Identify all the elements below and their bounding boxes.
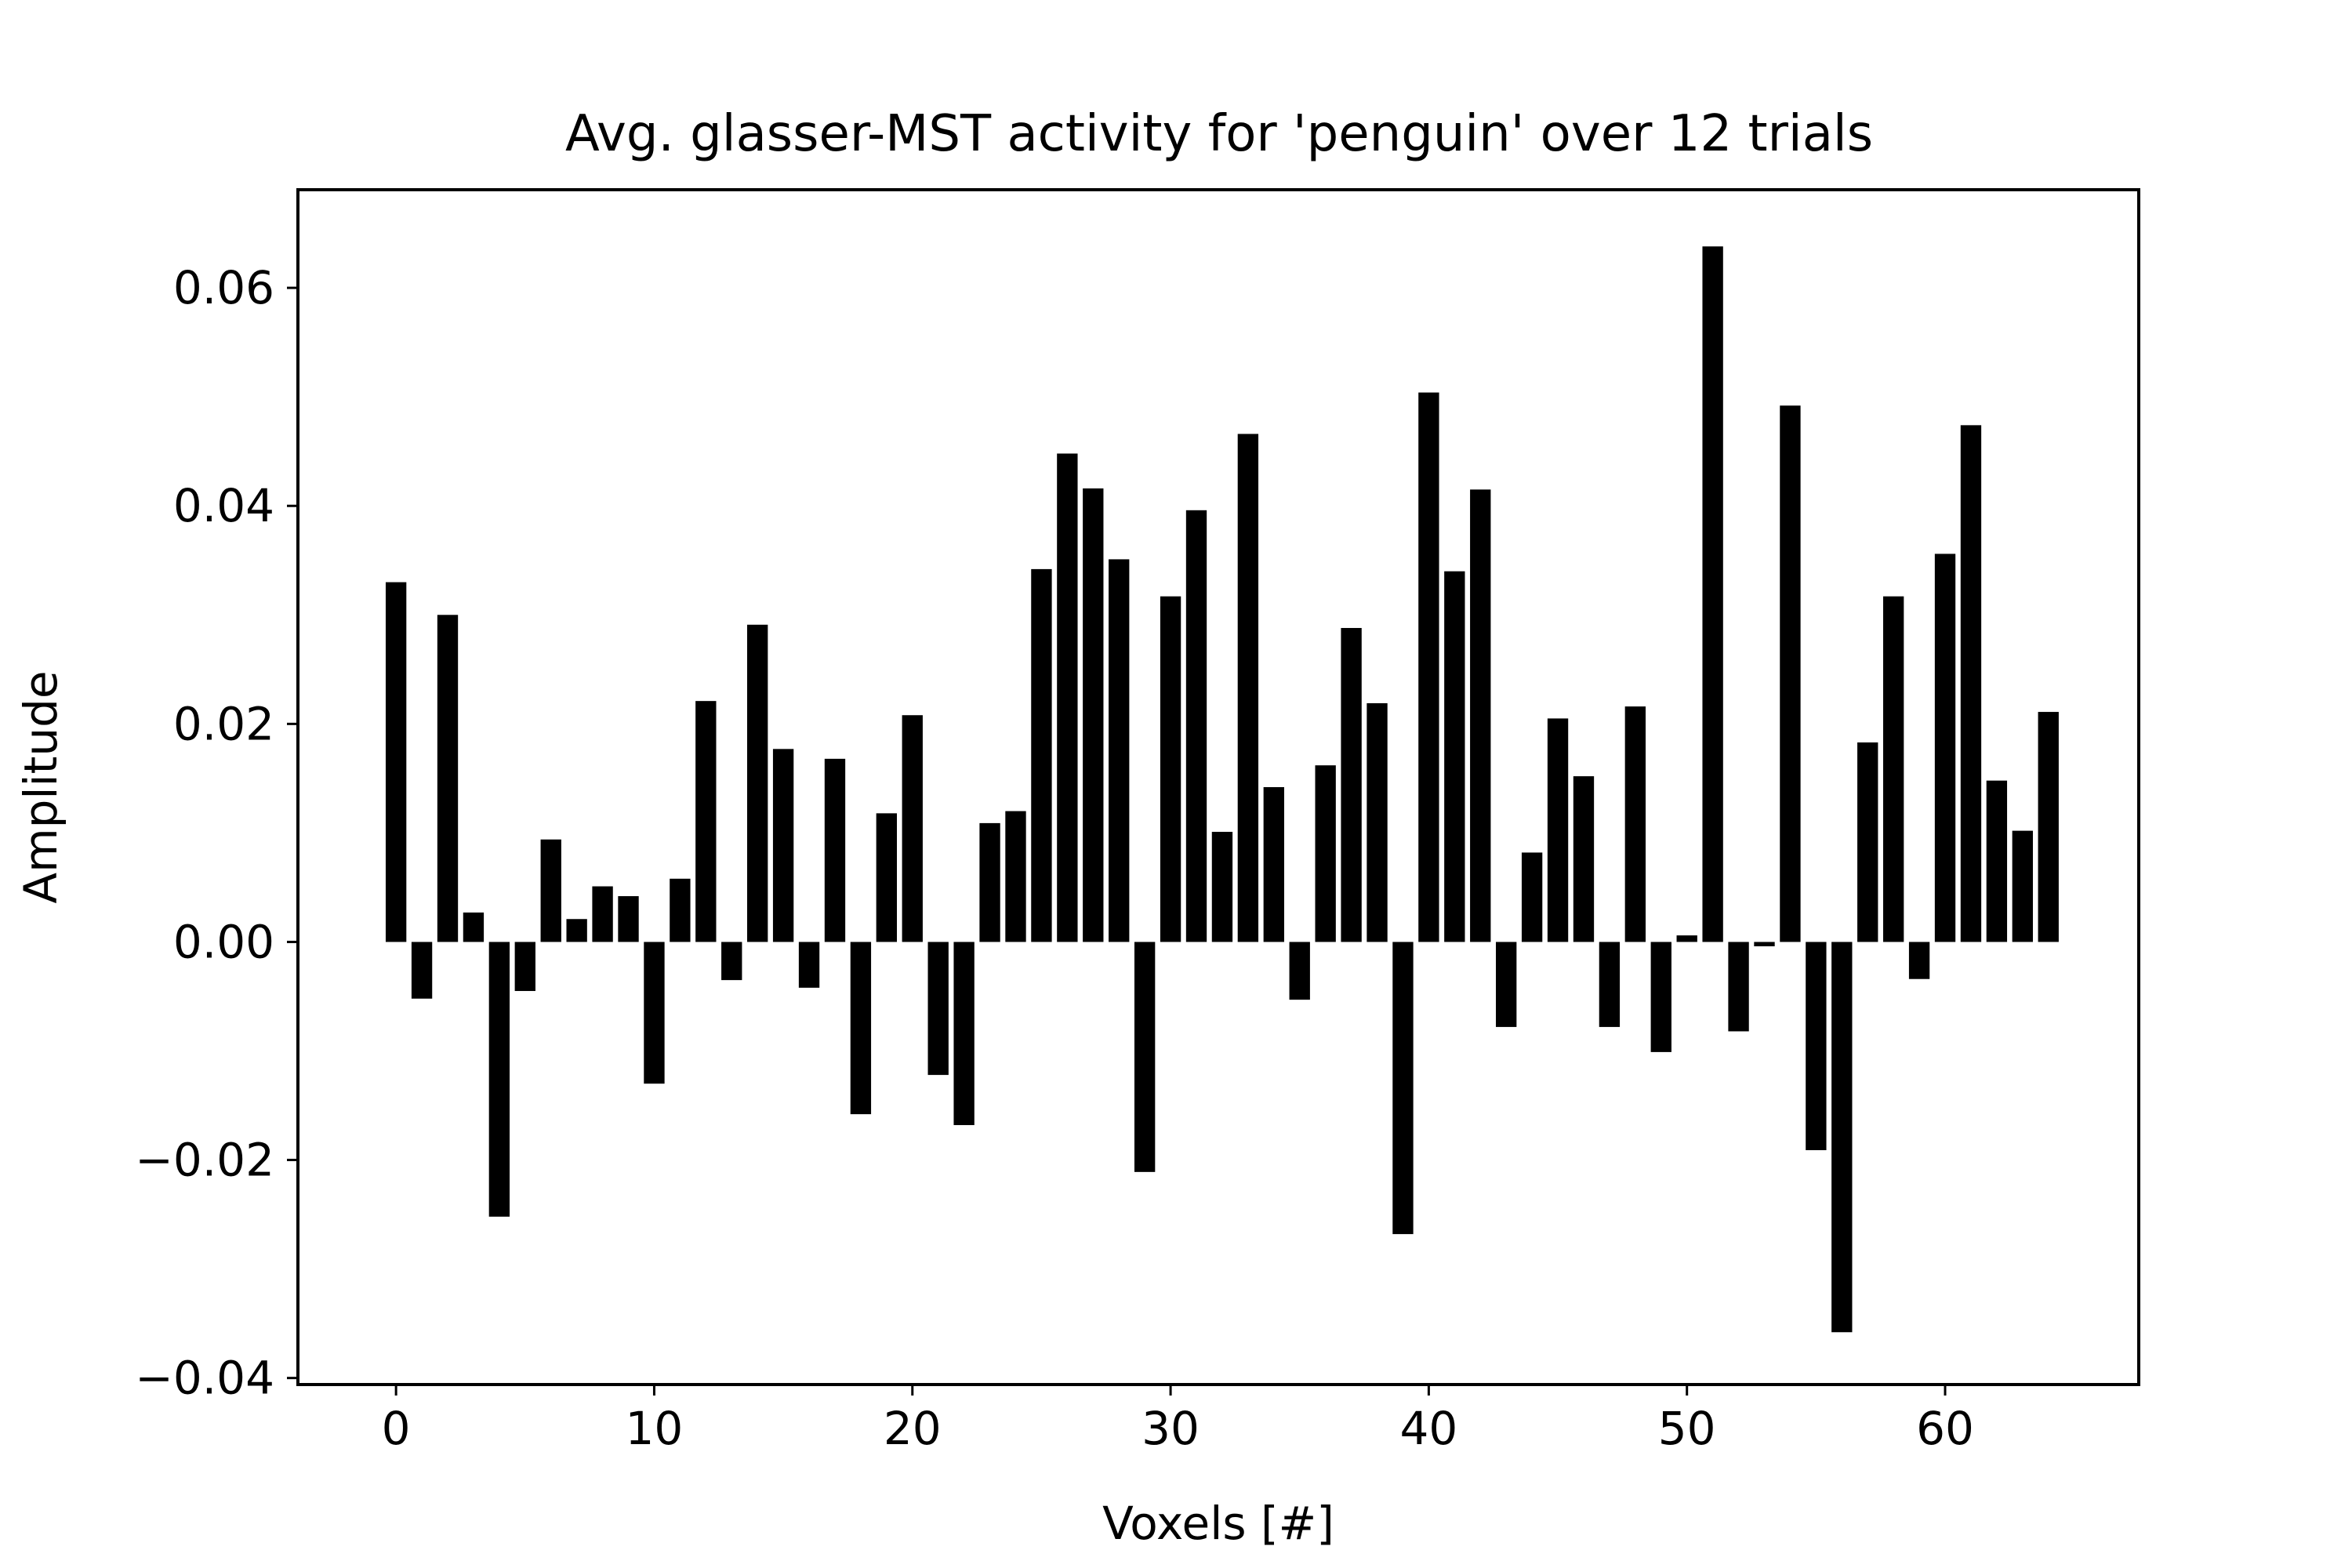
bar-voxel-41: [1444, 571, 1465, 942]
bar-voxel-47: [1599, 942, 1621, 1027]
bar-voxel-33: [1237, 434, 1259, 942]
plot-area-frame: [296, 188, 2140, 1386]
x-tick-label: 50: [1658, 1402, 1716, 1455]
y-tick-label: −0.02: [135, 1134, 274, 1187]
bar-voxel-1: [411, 942, 433, 999]
x-tick-label: 60: [1916, 1402, 1974, 1455]
bar-voxel-62: [1986, 780, 2008, 942]
bar-voxel-55: [1806, 942, 1827, 1151]
bar-voxel-12: [695, 701, 717, 942]
bar-voxel-2: [437, 615, 459, 942]
bar-voxel-0: [385, 582, 407, 942]
bar-voxel-13: [721, 942, 742, 981]
bar-voxel-37: [1341, 627, 1362, 942]
bar-voxel-56: [1831, 942, 1853, 1333]
x-tick-label: 40: [1399, 1402, 1457, 1455]
bar-voxel-51: [1702, 246, 1723, 942]
bar-voxel-18: [850, 942, 872, 1115]
bar-voxel-17: [824, 758, 846, 942]
y-tick-label: 0.06: [173, 261, 274, 314]
bar-voxel-53: [1754, 942, 1775, 947]
bar-voxel-34: [1263, 787, 1284, 942]
bar-voxel-16: [798, 942, 820, 988]
bar-voxel-10: [644, 942, 665, 1084]
y-axis-ticks: −0.04 −0.02 0.00 0.02 0.04 0.06: [135, 261, 298, 1405]
bar-voxel-60: [1934, 554, 1956, 942]
bar-voxel-42: [1470, 489, 1491, 942]
bar-voxel-15: [772, 749, 794, 942]
bar-voxel-63: [2012, 830, 2033, 942]
bar-voxel-61: [1960, 425, 1982, 942]
bar-voxel-11: [670, 878, 691, 942]
bar-voxel-14: [747, 624, 768, 942]
x-axis-label: Voxels [#]: [1102, 1497, 1334, 1550]
bar-voxel-28: [1109, 559, 1130, 942]
bar-voxel-50: [1676, 935, 1697, 942]
bar-voxel-32: [1211, 832, 1233, 942]
bar-voxel-8: [592, 886, 613, 942]
x-tick-label: 0: [382, 1402, 411, 1455]
bar-voxel-64: [2038, 712, 2059, 942]
bar-voxel-19: [876, 813, 898, 942]
bar-voxel-6: [540, 839, 561, 942]
bar-voxel-3: [463, 912, 485, 942]
bar-voxel-20: [902, 715, 923, 942]
bar-voxel-24: [1005, 811, 1026, 942]
bar-voxel-7: [566, 919, 587, 942]
bar-voxel-43: [1496, 942, 1517, 1027]
bar-voxel-45: [1547, 718, 1569, 942]
bar-voxel-44: [1521, 852, 1543, 942]
bar-voxel-39: [1392, 942, 1414, 1235]
bar-voxel-48: [1624, 706, 1646, 942]
bar-voxel-4: [488, 942, 510, 1217]
chart-title: Avg. glasser-MST activity for 'penguin' …: [565, 105, 1873, 163]
bar-voxel-59: [1908, 942, 1930, 979]
y-tick-label: 0.00: [173, 915, 274, 968]
x-axis-ticks: 0 10 20 30 40 50 60: [382, 1385, 1974, 1455]
bar-voxel-35: [1289, 942, 1310, 1000]
bar-voxel-31: [1185, 510, 1207, 942]
bar-voxel-40: [1418, 392, 1439, 942]
bar-voxel-30: [1160, 596, 1181, 942]
bar-voxel-21: [927, 942, 949, 1076]
bar-voxel-58: [1882, 596, 1904, 942]
bar-voxel-23: [979, 822, 1000, 942]
bars-group: [385, 246, 2059, 1333]
bar-voxel-38: [1367, 702, 1388, 942]
y-tick-label: 0.02: [173, 697, 274, 750]
bar-voxel-57: [1857, 742, 1878, 942]
y-tick-label: −0.04: [135, 1352, 274, 1405]
x-tick-label: 10: [626, 1402, 684, 1455]
x-tick-label: 20: [884, 1402, 942, 1455]
bar-voxel-9: [618, 896, 639, 942]
bar-voxel-27: [1083, 488, 1104, 942]
y-tick-label: 0.04: [173, 479, 274, 532]
bar-voxel-46: [1573, 776, 1595, 942]
bar-voxel-36: [1315, 765, 1336, 942]
bar-voxel-49: [1650, 942, 1671, 1052]
bar-voxel-26: [1057, 453, 1078, 942]
bar-voxel-29: [1134, 942, 1156, 1172]
bar-voxel-5: [514, 942, 535, 992]
bar-voxel-52: [1728, 942, 1749, 1032]
bar-voxel-54: [1780, 405, 1801, 942]
bar-voxel-22: [953, 942, 975, 1126]
bar-voxel-25: [1031, 568, 1052, 942]
y-axis-label: Amplitude: [14, 670, 67, 903]
x-tick-label: 30: [1142, 1402, 1200, 1455]
